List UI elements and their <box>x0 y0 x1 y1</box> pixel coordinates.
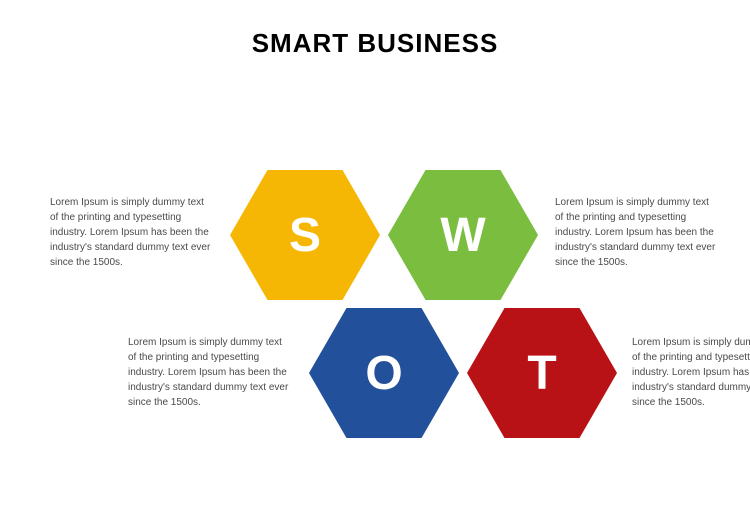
desc-s: Lorem Ipsum is simply dummy text of the … <box>50 195 215 270</box>
desc-t: Lorem Ipsum is simply dummy text of the … <box>632 335 750 410</box>
hex-s-letter: S <box>289 208 321 263</box>
hex-w-letter: W <box>440 208 485 263</box>
hex-t-letter: T <box>527 346 556 401</box>
hex-o-letter: O <box>365 346 402 401</box>
hex-o: O <box>309 308 459 438</box>
hex-w: W <box>388 170 538 300</box>
hex-s: S <box>230 170 380 300</box>
hex-t: T <box>467 308 617 438</box>
desc-w: Lorem Ipsum is simply dummy text of the … <box>555 195 720 270</box>
swot-canvas: S W O T Lorem Ipsum is simply dummy text… <box>0 0 750 528</box>
desc-o: Lorem Ipsum is simply dummy text of the … <box>128 335 293 410</box>
